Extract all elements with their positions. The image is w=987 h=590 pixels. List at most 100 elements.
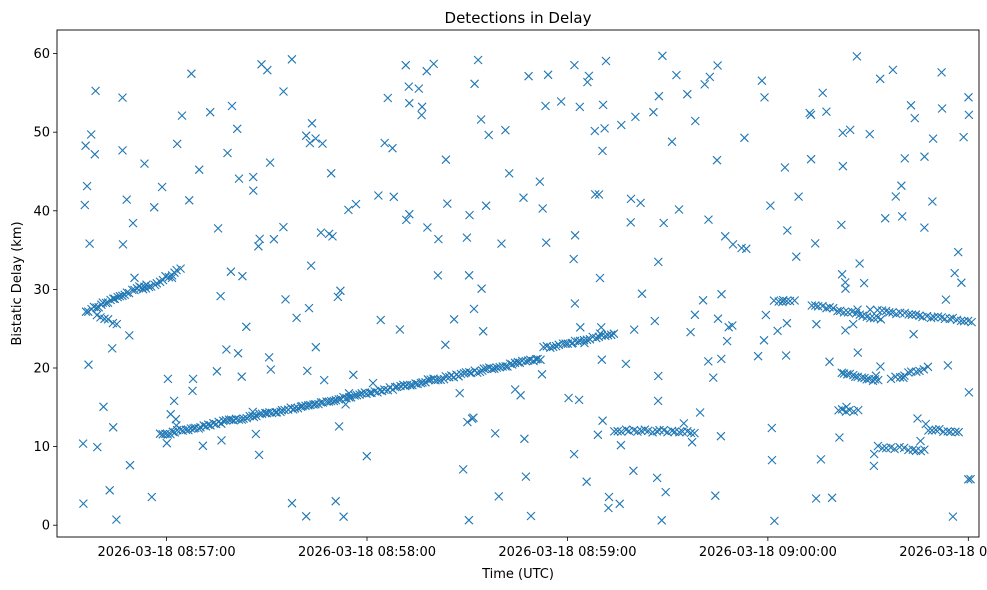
detection-point bbox=[130, 285, 139, 295]
detection-point bbox=[107, 344, 117, 353]
detection-point bbox=[869, 449, 879, 459]
detection-point bbox=[653, 371, 663, 381]
detection-point bbox=[966, 474, 975, 484]
detection-point bbox=[536, 355, 545, 365]
detection-point bbox=[163, 374, 173, 384]
detection-point bbox=[226, 267, 236, 277]
detection-point bbox=[876, 314, 886, 324]
detection-point bbox=[951, 427, 960, 437]
detection-point bbox=[184, 425, 193, 435]
detection-point bbox=[806, 154, 816, 164]
detection-point bbox=[478, 326, 488, 336]
detection-point bbox=[773, 326, 782, 336]
detection-point bbox=[911, 367, 921, 377]
detection-point bbox=[324, 229, 334, 239]
detection-point bbox=[813, 301, 823, 311]
detection-point bbox=[871, 371, 881, 381]
detection-point bbox=[398, 380, 408, 390]
detection-point bbox=[674, 205, 684, 214]
detection-point bbox=[311, 342, 321, 352]
detection-point bbox=[80, 200, 90, 210]
detection-point bbox=[767, 455, 777, 465]
detection-point bbox=[497, 239, 506, 248]
detection-point bbox=[262, 65, 272, 75]
detection-point bbox=[232, 124, 242, 134]
detection-point bbox=[124, 331, 134, 340]
detection-point bbox=[548, 342, 558, 352]
detection-point bbox=[311, 134, 320, 143]
detection-point bbox=[177, 111, 187, 120]
detection-point bbox=[606, 330, 616, 340]
detection-point bbox=[227, 101, 237, 111]
detection-point bbox=[937, 104, 947, 113]
detection-point bbox=[855, 259, 864, 268]
detection-point bbox=[636, 198, 645, 208]
detection-point bbox=[596, 323, 606, 332]
detection-point bbox=[920, 223, 929, 232]
detection-point bbox=[223, 148, 232, 158]
detection-point bbox=[306, 261, 316, 270]
detection-point bbox=[118, 146, 127, 155]
detection-point bbox=[616, 427, 626, 436]
detection-point bbox=[920, 152, 929, 162]
chart-title: Detections in Delay bbox=[445, 9, 592, 27]
detection-point bbox=[543, 70, 553, 80]
detection-point bbox=[915, 311, 924, 321]
detection-point bbox=[923, 362, 933, 372]
detection-point bbox=[392, 382, 402, 392]
detection-point bbox=[712, 155, 722, 165]
plot-area bbox=[57, 30, 979, 537]
detection-point bbox=[649, 107, 658, 117]
detection-point bbox=[538, 204, 548, 213]
detection-point bbox=[928, 197, 937, 206]
detection-point bbox=[470, 79, 479, 89]
detection-point bbox=[919, 364, 929, 374]
detection-point bbox=[794, 192, 803, 201]
detection-point bbox=[507, 360, 517, 369]
detection-point bbox=[574, 395, 584, 405]
detection-point bbox=[865, 313, 875, 323]
detection-point bbox=[167, 273, 177, 283]
detection-point bbox=[884, 307, 894, 317]
detection-point bbox=[465, 210, 474, 220]
detection-point bbox=[368, 378, 378, 388]
detection-point bbox=[686, 428, 696, 438]
detection-point bbox=[329, 396, 339, 406]
detection-point bbox=[316, 228, 326, 237]
detection-point bbox=[434, 234, 443, 244]
detection-point bbox=[652, 427, 662, 436]
detection-point bbox=[85, 239, 94, 248]
detection-point bbox=[422, 66, 432, 76]
plot-frame bbox=[56, 29, 980, 538]
detection-point bbox=[115, 291, 125, 301]
x-tick-label: 2026-03-18 08:57:00 bbox=[98, 545, 236, 560]
detection-point bbox=[759, 335, 769, 345]
detection-point bbox=[413, 379, 422, 389]
detection-point bbox=[659, 218, 669, 228]
detection-point bbox=[904, 310, 914, 319]
detection-point bbox=[954, 427, 964, 437]
detection-point bbox=[616, 120, 626, 130]
detection-point bbox=[780, 163, 790, 172]
detection-point bbox=[964, 92, 973, 102]
detection-point bbox=[149, 202, 159, 212]
detection-point bbox=[458, 465, 468, 474]
detection-point bbox=[209, 418, 218, 428]
detection-point bbox=[351, 199, 361, 209]
detection-point bbox=[463, 417, 472, 427]
detection-point bbox=[404, 209, 414, 219]
detection-point bbox=[272, 407, 282, 417]
detection-point bbox=[899, 443, 909, 453]
detection-point bbox=[118, 93, 127, 102]
detection-point bbox=[679, 419, 689, 428]
detection-point bbox=[92, 442, 102, 452]
detection-point bbox=[661, 487, 671, 497]
detection-point bbox=[490, 364, 499, 374]
detection-point bbox=[609, 427, 619, 436]
detection-point bbox=[472, 368, 482, 377]
detection-point bbox=[390, 382, 400, 392]
detection-point bbox=[130, 273, 139, 283]
y-tick-label: 20 bbox=[33, 362, 50, 377]
detection-point bbox=[336, 286, 345, 296]
